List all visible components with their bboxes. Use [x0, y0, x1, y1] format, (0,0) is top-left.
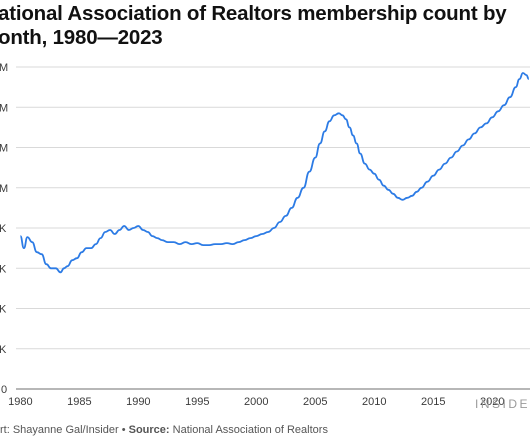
membership-series-line — [19, 72, 530, 274]
y-tick-label: K — [0, 263, 7, 275]
y-tick-label: M — [0, 62, 8, 74]
publisher-logo-text: INSIDE — [474, 397, 530, 411]
y-tick-label: K — [0, 344, 7, 356]
source-label: Source: — [128, 424, 170, 436]
credit-prefix: rt: — [0, 424, 13, 436]
y-tick-label: K — [0, 223, 7, 235]
credit-author: Shayanne Gal/Insider — [12, 424, 119, 436]
series-group — [19, 72, 530, 274]
x-tick-label: 2010 — [362, 396, 386, 408]
chart-title-line-2: onth, 1980—2023 — [0, 26, 163, 49]
x-tick-label: 2000 — [244, 396, 268, 408]
x-tick-label: 1995 — [185, 396, 209, 408]
y-tick-label: M — [0, 102, 8, 114]
y-tick-label: K — [0, 304, 7, 316]
chart-title-line-1: ational Association of Realtors membersh… — [0, 2, 507, 25]
x-axis-tick-labels: 1980 1985 1990 1995 2000 2005 2010 2015 2020 — [8, 396, 504, 408]
chart-title: ational Association of Realtors membersh… — [0, 2, 530, 50]
x-tick-label: 1990 — [126, 396, 150, 408]
source-value: National Association of Realtors — [169, 424, 328, 436]
x-tick-label: 1980 — [8, 396, 32, 408]
y-tick-label: 0 — [1, 384, 7, 396]
y-tick-label: M — [0, 183, 8, 195]
gridlines — [16, 66, 530, 390]
chart-footer: rt: Shayanne Gal/Insider • Source: Natio… — [0, 424, 328, 436]
x-tick-label: 2020 — [480, 396, 504, 408]
x-tick-label: 1985 — [67, 396, 91, 408]
y-axis-tick-labels: 0 K K K K M M M M — [0, 62, 8, 396]
x-tick-label: 2015 — [421, 396, 445, 408]
x-tick-label: 2005 — [303, 396, 327, 408]
footer-separator: • — [118, 424, 129, 436]
y-tick-label: M — [0, 143, 8, 155]
